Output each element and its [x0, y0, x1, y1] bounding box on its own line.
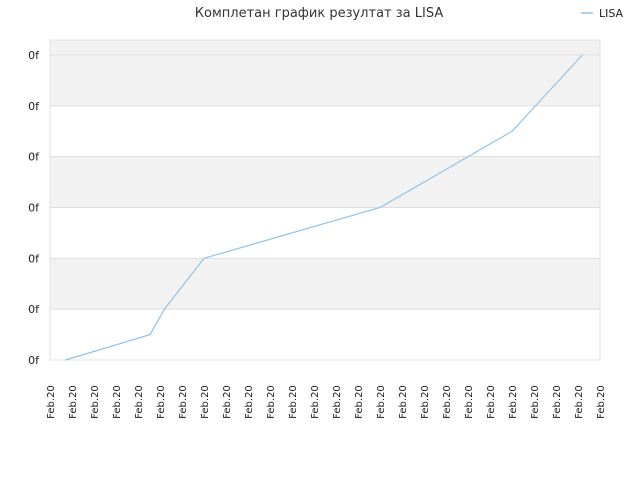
x-tick-label: Feb.20 — [112, 385, 123, 419]
legend: LISA — [581, 7, 624, 20]
x-tick-label: Feb.20 — [508, 385, 519, 419]
x-tick-label: Feb.20 — [398, 385, 409, 419]
series-line-lisa — [65, 54, 583, 361]
legend-label-lisa: LISA — [599, 7, 624, 20]
x-tick-label: Feb.20 — [90, 385, 101, 419]
y-tick-label: 0f — [28, 100, 40, 113]
x-tick-label: Feb.20 — [310, 385, 321, 419]
band-5 — [50, 55, 600, 106]
y-tick-label: 0f — [28, 252, 40, 265]
x-tick-label: Feb.20 — [530, 385, 541, 419]
plot-frame — [49, 39, 601, 361]
band-3 — [50, 156, 600, 208]
background-bands — [50, 40, 600, 310]
y-tick-label: 0f — [28, 202, 40, 215]
x-tick-label: Feb.20 — [134, 385, 145, 419]
x-tick-label: Feb.20 — [244, 385, 255, 419]
x-tick-label: Feb.20 — [46, 385, 57, 419]
x-tick-label: Feb.20 — [332, 385, 343, 419]
y-tick-label: 0f — [28, 354, 40, 367]
x-tick-label: Feb.20 — [486, 385, 497, 419]
series-layer — [65, 54, 583, 361]
x-tick-label: Feb.20 — [442, 385, 453, 419]
x-tick-label: Feb.20 — [200, 385, 211, 419]
band-top — [50, 40, 600, 55]
y-axis-ticks: 0f 0f 0f 0f 0f 0f 0f — [28, 49, 40, 367]
x-tick-label: Feb.20 — [354, 385, 365, 419]
y-tick-label: 0f — [28, 49, 40, 62]
chart-title: Комплетан график резултат за LISA — [195, 6, 444, 21]
x-tick-label: Feb.20 — [156, 385, 167, 419]
band-1 — [50, 258, 600, 310]
x-tick-label: Feb.20 — [552, 385, 563, 419]
x-tick-label: Feb.20 — [288, 385, 299, 419]
x-tick-label: Feb.20 — [266, 385, 277, 419]
x-tick-label: Feb.20 — [178, 385, 189, 419]
x-axis-ticks: Feb.20 Feb.20 Feb.20 Feb.20 Feb.20 Feb.20 Feb.… — [46, 385, 607, 419]
y-tick-label: 0f — [28, 151, 40, 164]
x-tick-label: Feb.20 — [376, 385, 387, 419]
y-tick-label: 0f — [28, 303, 40, 316]
x-tick-label: Feb.20 — [68, 385, 79, 419]
x-tick-label: Feb.20 — [420, 385, 431, 419]
x-tick-label: Feb.20 — [222, 385, 233, 419]
x-tick-label: Feb.20 — [574, 385, 585, 419]
x-tick-label: Feb.20 — [464, 385, 475, 419]
gridlines — [50, 54, 600, 361]
x-tick-label: Feb.20 — [596, 385, 607, 419]
